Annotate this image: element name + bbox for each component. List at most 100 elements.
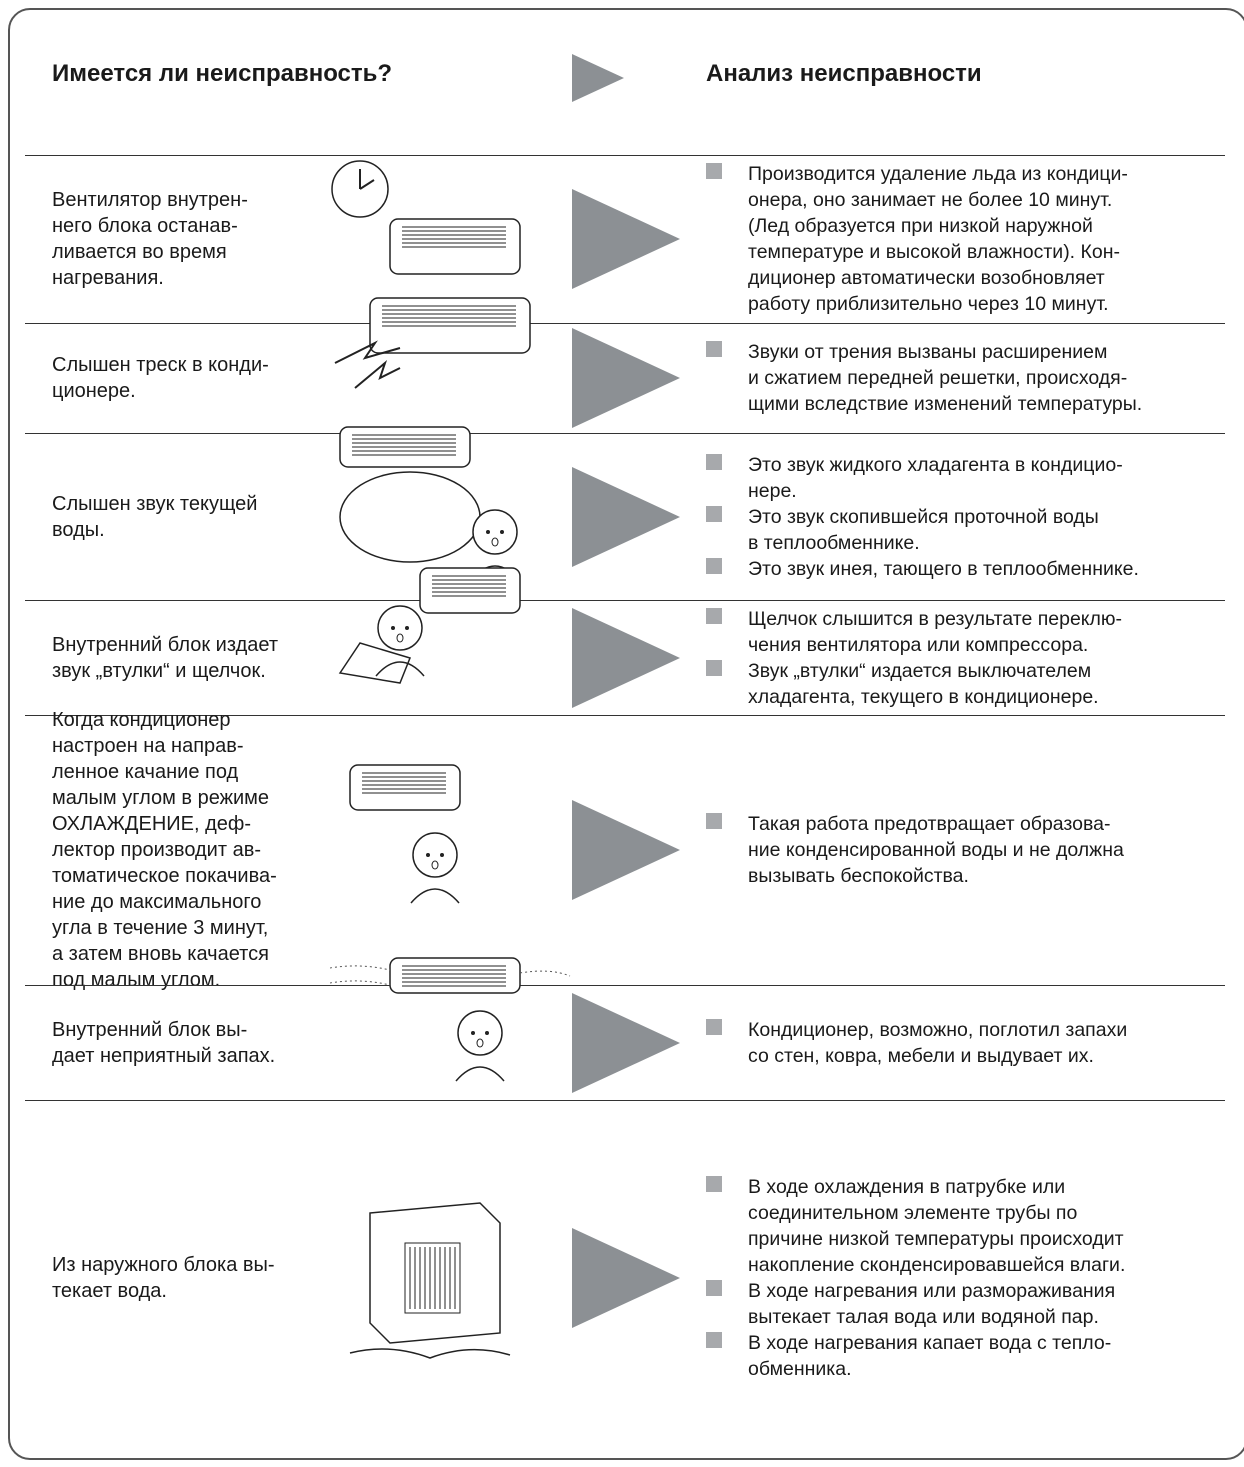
bullet: Это звук жидкого хладагента в кондицио-н… (706, 452, 1226, 504)
problem-line: лектор производит ав- (52, 839, 261, 861)
analysis-line: Щелчок слышится в результате переклю- (748, 607, 1123, 630)
bullet-square (706, 341, 722, 357)
problem-line: воды. (52, 518, 105, 541)
analysis: Кондиционер, возможно, поглотил запахи со… (706, 985, 1226, 1100)
analysis-line: (Лед образуется при низкой наружной (748, 215, 1093, 237)
analysis-line: Кондиционер, возможно, поглотил запахи (748, 1018, 1128, 1041)
analysis-line: нере. (748, 479, 797, 502)
frame (8, 8, 1244, 1460)
bullet-square (706, 607, 722, 624)
analysis-line: диционер автоматически возобновляет (748, 267, 1105, 289)
bullet-square (706, 1018, 722, 1035)
analysis-line: накопление сконденсировавшейся влаги. (748, 1253, 1126, 1276)
analysis-line: ние конденсированной воды и не должна (748, 839, 1124, 861)
illustration (349, 764, 461, 904)
bullet-square (706, 1279, 722, 1296)
bullet: В ходе нагревания или размораживания выте… (706, 1278, 1226, 1330)
analysis-line: В ходе нагревания или размораживания (748, 1279, 1116, 1302)
header-right: Анализ неисправности (706, 60, 982, 87)
problem: Вентилятор внутрен-него блока останав-ли… (52, 155, 352, 323)
divider (25, 600, 1225, 601)
problem: Внутренний блок вы-дает неприятный запах… (52, 985, 352, 1100)
divider (25, 1100, 1225, 1101)
analysis-line: Это звук инея, тающего в теплообменнике. (748, 557, 1139, 580)
analysis-line: В ходе охлаждения в патрубке или (748, 1175, 1066, 1198)
bullet-square (706, 557, 722, 574)
problem: Из наружного блока вы-текает вода. (52, 1100, 352, 1455)
header-arrow (572, 54, 624, 102)
analysis-line: соединительном элементе трубы по (748, 1201, 1078, 1224)
analysis-line: вызывать беспокойства. (748, 865, 969, 887)
bullet: Звук „втулки“ издается выключателем хлада… (706, 658, 1226, 710)
analysis-line: со стен, ковра, мебели и выдувает их. (748, 1044, 1094, 1067)
analysis-line: обменника. (748, 1357, 852, 1380)
analysis-line: в теплообменнике. (748, 531, 920, 554)
bullet-square (706, 453, 722, 470)
problem: Слышен звук текущей воды. (52, 433, 352, 600)
problem-line: ционере. (52, 380, 136, 402)
analysis-line: Это звук жидкого хладагента в кондицио- (748, 453, 1123, 476)
problem-line: угла в течение 3 минут, (52, 917, 269, 939)
problem-line: нагревания. (52, 267, 164, 289)
problem-line: Когда кондиционер (52, 709, 231, 731)
problem: Слышен треск в конди-ционере. (52, 323, 352, 433)
illustration (331, 160, 521, 275)
arrow (572, 1227, 680, 1328)
analysis-line: Такая работа предотвращает образова- (748, 813, 1111, 835)
problem-line: томатическое покачива- (52, 865, 277, 887)
problem-line: Из наружного блока вы- (52, 1253, 275, 1276)
problem-line: ливается во время (52, 241, 227, 263)
problem-line: него блока останав- (52, 215, 238, 237)
divider (25, 433, 1225, 434)
problem-line: ОХЛАЖДЕНИЕ, деф- (52, 813, 251, 835)
bullet: Это звук инея, тающего в теплообменнике. (706, 556, 1226, 582)
analysis-line: работу приблизительно через 10 минут. (748, 293, 1109, 315)
problem-line: звук „втулки“ и щелчок. (52, 659, 266, 682)
arrow (572, 992, 680, 1093)
problem-line: Вентилятор внутрен- (52, 189, 248, 211)
analysis-line: онера, оно занимает не более 10 минут. (748, 189, 1113, 211)
analysis: Щелчок слышится в результате переклю-чен… (706, 600, 1226, 715)
analysis: В ходе охлаждения в патрубке или соединит… (706, 1100, 1226, 1455)
bullet-square (706, 1331, 722, 1348)
divider (25, 985, 1225, 986)
bullet: Щелчок слышится в результате переклю-чен… (706, 606, 1226, 658)
illustration (330, 956, 571, 1081)
problem-line: Слышен треск в конди- (52, 354, 269, 376)
problem-line: текает вода. (52, 1279, 167, 1302)
analysis-line: и сжатием передней решетки, происходя- (748, 367, 1128, 389)
bullet: Такая работа предотвращает образова-ние … (706, 811, 1226, 889)
illustration (339, 425, 520, 580)
analysis: Такая работа предотвращает образова-ние … (706, 715, 1226, 985)
problem-line: настроен на направ- (52, 735, 244, 757)
problem: Когда кондиционер настроен на направ-ленн… (52, 709, 352, 991)
analysis-line: причине низкой температуры происходит (748, 1227, 1124, 1250)
problem-line: Внутренний блок вы- (52, 1018, 248, 1041)
problem-line: малым углом в режиме (52, 787, 270, 809)
bullet: В ходе нагревания капает вода с тепло-об… (706, 1330, 1226, 1382)
arrow (572, 466, 680, 567)
analysis: Это звук жидкого хладагента в кондицио-н… (706, 433, 1226, 600)
illustration (334, 297, 531, 389)
problem-line: дает неприятный запах. (52, 1044, 276, 1067)
bullet: Производится удаление льда из кондици-он… (706, 161, 1226, 317)
problem-line: Слышен звук текущей (52, 492, 258, 515)
bullet: Это звук скопившейся проточной воды в теп… (706, 504, 1226, 556)
illustration (338, 566, 521, 684)
bullet: Звуки от трения вызваны расширением и сжа… (706, 339, 1226, 417)
analysis-line: чения вентилятора или компрессора. (748, 633, 1089, 656)
bullet-square (706, 163, 722, 179)
bullet: Кондиционер, возможно, поглотил запахи со… (706, 1017, 1226, 1069)
bullet-square (706, 505, 722, 522)
analysis-line: Производится удаление льда из кондици- (748, 163, 1128, 185)
analysis: Звуки от трения вызваны расширением и сжа… (706, 323, 1226, 433)
analysis-line: Звук „втулки“ издается выключателем (748, 659, 1092, 682)
divider (25, 323, 1225, 324)
problem-line: Внутренний блок издает (52, 633, 278, 656)
analysis-line: Звуки от трения вызваны расширением (748, 341, 1108, 363)
analysis-line: вытекает талая вода или водяной пар. (748, 1305, 1099, 1328)
bullet: В ходе охлаждения в патрубке или соединит… (706, 1174, 1226, 1278)
problem-line: ленное качание под (52, 761, 239, 783)
bullet-square (706, 659, 722, 676)
